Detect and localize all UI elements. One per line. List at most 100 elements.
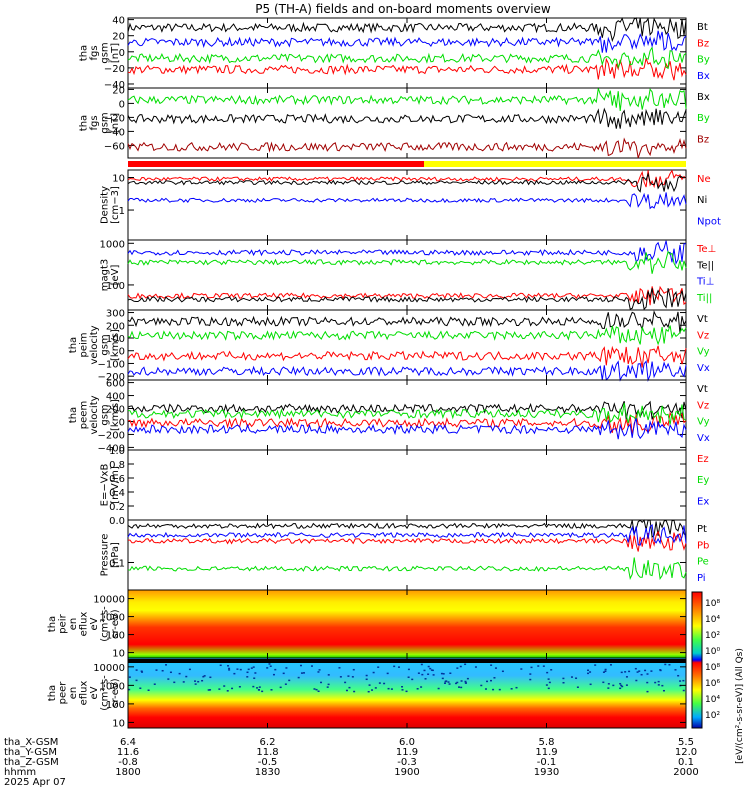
spectrogram-speck [261, 690, 264, 693]
spectrogram-speck [628, 670, 631, 673]
mode-bar-red [128, 161, 424, 167]
series-pe [127, 557, 687, 580]
y-axis-label: Pressure [100, 534, 111, 577]
y-tick-label: 10000 [93, 595, 125, 606]
y-axis-label: [eV] [110, 265, 121, 286]
y-axis-label: gsm [100, 404, 111, 425]
y-tick-label: −40 [104, 127, 125, 138]
y-tick-label: 10 [112, 173, 125, 184]
spectrogram-speck [140, 670, 143, 672]
series-te [127, 285, 687, 306]
y-tick-label: −60 [104, 141, 125, 152]
spectrogram-speck [530, 666, 533, 669]
y-axis-label: velocity [89, 325, 100, 364]
spectrogram-speck [546, 671, 549, 674]
spectrogram [128, 590, 686, 658]
spectrogram-speck [620, 684, 623, 687]
spectrogram-speck [624, 671, 627, 673]
axis-row-label: tha_Y-GSM [4, 747, 57, 758]
y-tick-label: 1000 [100, 239, 125, 250]
axis-row-value: 11.8 [256, 747, 278, 758]
spectrogram-speck [345, 689, 348, 692]
series-vz [127, 411, 687, 434]
spectrogram-speck [456, 667, 459, 669]
spectrogram-speck [520, 668, 523, 670]
spectrogram-speck [501, 670, 504, 673]
y-tick-label: 400 [106, 392, 125, 403]
spectrogram-speck [423, 669, 426, 672]
y-axis-label: tha [47, 685, 58, 701]
spectrogram-speck [612, 684, 615, 687]
y-axis-label: tha [79, 115, 90, 131]
series-vx [127, 418, 687, 440]
spectrogram-speck [417, 672, 420, 674]
spectrogram-speck [490, 679, 493, 682]
spectrogram-speck [657, 680, 660, 683]
spectrogram-speck [644, 669, 647, 672]
spectrogram-speck [239, 668, 242, 671]
y-axis-label: (cm²-s- [100, 606, 111, 642]
legend-vx: Vx [697, 433, 710, 444]
y-axis-label: [nPa] [110, 542, 121, 568]
spectrogram-speck [256, 687, 259, 689]
axis-row-value: 6.2 [260, 737, 276, 748]
spectrogram-speck [575, 677, 578, 679]
legend-ex: Ex [697, 496, 709, 507]
legend-vz: Vz [697, 330, 709, 341]
spectrogram-speck [320, 681, 323, 684]
spectrogram-speck [430, 669, 433, 671]
axis-row-value: 11.9 [396, 747, 418, 758]
spectrogram-speck [492, 688, 495, 691]
spectrogram-speck [182, 681, 185, 683]
spectrogram-speck [252, 685, 255, 688]
spectrogram-speck [646, 690, 649, 693]
spectrogram-speck [407, 676, 410, 678]
spectrogram-speck [228, 667, 231, 670]
spectrogram-speck [620, 671, 623, 674]
spectrogram-speck [161, 669, 164, 672]
y-axis-label: eV [89, 617, 100, 630]
y-axis-label: velocity [89, 395, 100, 434]
spectrogram-speck [625, 684, 628, 686]
legend-vy: Vy [697, 347, 710, 358]
y-tick-label: −400 [98, 443, 125, 454]
series-vy [127, 403, 687, 425]
spectrogram-speck [374, 687, 377, 689]
spectrogram-speck [407, 668, 410, 671]
spectrogram-speck [570, 676, 573, 678]
spectrogram-speck [650, 670, 653, 672]
spectrogram-speck [550, 669, 553, 671]
spectrogram-speck [347, 675, 350, 677]
spectrogram-speck [443, 682, 446, 684]
spectrogram-speck [456, 681, 459, 684]
spectrogram-speck [141, 671, 144, 673]
panel-frame [127, 449, 687, 521]
spectrogram-speck [299, 664, 302, 667]
spectrogram-speck [424, 678, 427, 680]
spectrogram-speck [313, 688, 316, 690]
spectrogram-speck [209, 676, 212, 679]
y-axis-label: E=−VxB [100, 464, 111, 507]
spectrogram-speck [460, 680, 463, 682]
y-tick-label: 0.6 [109, 474, 125, 485]
series-pt [127, 519, 687, 539]
spectrogram-speck [654, 681, 657, 684]
spectrogram-speck [619, 682, 622, 685]
spectrogram-speck [460, 686, 463, 689]
legend-ni: Ni [697, 195, 707, 206]
spectrogram-speck [300, 672, 303, 674]
y-axis-label: peer [58, 681, 69, 705]
spectrogram-speck [327, 674, 330, 676]
legend-vt: Vt [697, 384, 708, 395]
spectrogram-speck [226, 690, 229, 692]
axis-row-value: 6.0 [399, 737, 415, 748]
spectrogram-speck [464, 680, 467, 683]
spectrogram-speck [474, 666, 477, 668]
axis-row-value: 12.0 [675, 747, 697, 758]
y-axis-label: [km/s] [110, 399, 121, 431]
spectrogram-speck [635, 679, 638, 682]
spectrogram-speck [432, 674, 435, 676]
colorbar-tick-label: 10² [705, 711, 720, 721]
